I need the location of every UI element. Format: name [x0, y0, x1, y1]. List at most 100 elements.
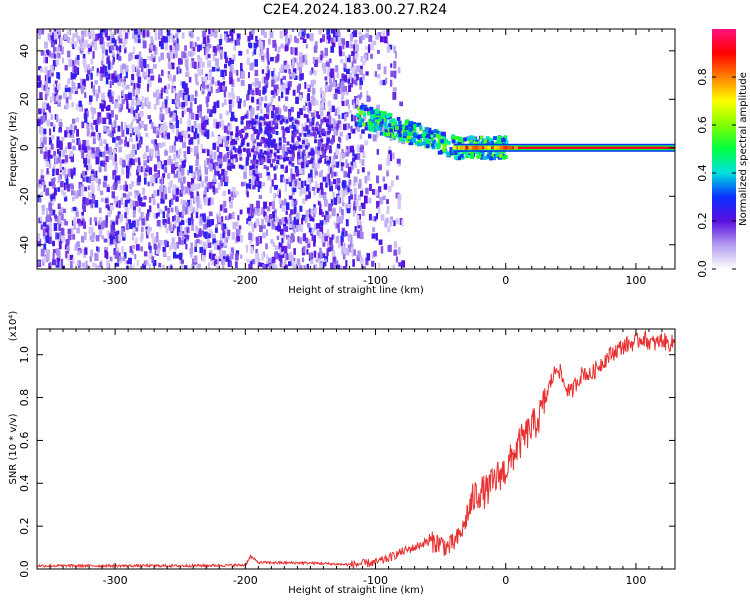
heatmap-cell [206, 108, 211, 114]
heatmap-cell [229, 122, 232, 131]
heatmap-cell [274, 119, 278, 126]
heatmap-cell [307, 160, 311, 165]
heatmap-cell [231, 156, 234, 164]
heatmap-cell [199, 109, 202, 118]
heatmap-cell [334, 88, 338, 94]
heatmap-cell [99, 139, 103, 147]
heatmap-cell [45, 188, 50, 196]
heatmap-cell [313, 240, 316, 247]
heatmap-cell [135, 134, 138, 142]
heatmap-cell [380, 113, 386, 118]
heatmap-cell [302, 233, 307, 242]
heatmap-cell [284, 216, 288, 222]
heatmap-cell [131, 200, 136, 207]
heatmap-cell [329, 139, 333, 144]
heatmap-cell [266, 147, 270, 155]
heatmap-cell [151, 139, 154, 144]
heatmap-cell [292, 153, 296, 158]
heatmap-cell [265, 156, 269, 163]
heatmap-cell [246, 49, 249, 55]
heatmap-cell [305, 240, 309, 249]
heatmap-cell [214, 259, 218, 266]
heatmap-cell [183, 238, 187, 245]
heatmap-cell [73, 167, 76, 176]
heatmap-cell [348, 173, 351, 179]
heatmap-cell [126, 84, 130, 90]
heatmap-cell [353, 231, 356, 236]
heatmap-cell [226, 130, 230, 135]
heatmap-cell [352, 56, 357, 64]
heatmap-cell [201, 148, 206, 154]
heatmap-cell [67, 168, 71, 177]
heatmap-cell [473, 141, 478, 146]
heatmap-cell [431, 140, 437, 145]
heatmap-cell [280, 64, 283, 72]
heatmap-cell [363, 195, 368, 204]
heatmap-cell [157, 243, 161, 248]
heatmap-cell [224, 99, 227, 105]
heatmap-cell [143, 251, 148, 257]
heatmap-cell [213, 153, 217, 159]
heatmap-cell [488, 149, 493, 154]
heatmap-cell [138, 51, 142, 60]
heatmap-cell [128, 257, 132, 265]
heatmap-cell [91, 153, 95, 159]
heatmap-cell [80, 220, 83, 225]
heatmap-cell [178, 221, 182, 229]
heatmap-cell [228, 213, 232, 220]
heatmap-cell [351, 51, 355, 56]
heatmap-cell [222, 225, 225, 233]
heatmap-cell [214, 168, 218, 176]
heatmap-cell [177, 229, 180, 237]
heatmap-cell [164, 38, 168, 45]
heatmap-cell [502, 155, 506, 160]
heatmap-cell [57, 187, 61, 192]
heatmap-cell [457, 136, 463, 141]
heatmap-cell [280, 164, 284, 169]
heatmap-cell [284, 45, 288, 52]
heatmap-cell [279, 243, 283, 248]
heatmap-cell [342, 251, 346, 260]
heatmap-cell [302, 55, 305, 63]
heatmap-cell [350, 44, 354, 49]
heatmap-cell [379, 36, 384, 43]
heatmap-cell [129, 261, 132, 269]
heatmap-cell [229, 65, 233, 74]
heatmap-cell [176, 215, 180, 223]
heatmap-cell [56, 47, 60, 52]
heatmap-cell [318, 258, 322, 264]
heatmap-cell [422, 132, 427, 137]
heatmap-cell [90, 203, 94, 209]
x-tick-label: -300 [103, 274, 128, 287]
heatmap-cell [109, 256, 113, 262]
heatmap-cell [264, 138, 268, 143]
heatmap-cell [75, 243, 78, 250]
heatmap-cell [313, 131, 317, 136]
heatmap-cell [270, 90, 275, 95]
heatmap-cell [108, 29, 112, 32]
heatmap-cell [358, 110, 364, 115]
heatmap-cell [48, 220, 53, 227]
heatmap-cell [297, 262, 302, 269]
heatmap-cell [216, 146, 220, 152]
heatmap-cell [346, 90, 349, 96]
heatmap-cell [80, 39, 84, 47]
heatmap-cell [274, 123, 278, 128]
heatmap-cell [298, 67, 302, 74]
heatmap-cell [337, 29, 341, 33]
y-tick-label: 20 [18, 92, 31, 106]
heatmap-cell [51, 92, 55, 97]
heatmap-cell [470, 141, 474, 146]
heatmap-cell [294, 75, 298, 81]
heatmap-cell [273, 113, 277, 121]
heatmap-cell [135, 89, 140, 95]
heatmap-cell [58, 150, 62, 157]
heatmap-cell [381, 122, 386, 127]
heatmap-cell [222, 192, 226, 197]
heatmap-cell [179, 148, 182, 154]
heatmap-cell [293, 257, 296, 263]
heatmap-cell [331, 209, 336, 217]
heatmap-cell [220, 153, 225, 160]
heatmap-cell [185, 243, 188, 250]
heatmap-cell [66, 50, 71, 58]
